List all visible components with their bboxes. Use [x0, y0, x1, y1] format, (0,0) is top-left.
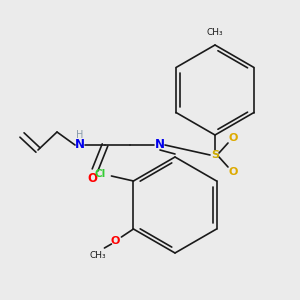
Text: O: O [228, 133, 238, 143]
Text: H: H [76, 130, 84, 140]
Text: N: N [75, 139, 85, 152]
Text: O: O [111, 236, 120, 246]
Text: O: O [228, 167, 238, 177]
Text: N: N [155, 139, 165, 152]
Text: Cl: Cl [95, 169, 106, 179]
Text: O: O [87, 172, 97, 184]
Text: CH₃: CH₃ [207, 28, 223, 37]
Text: S: S [211, 150, 219, 160]
Text: CH₃: CH₃ [89, 250, 106, 260]
